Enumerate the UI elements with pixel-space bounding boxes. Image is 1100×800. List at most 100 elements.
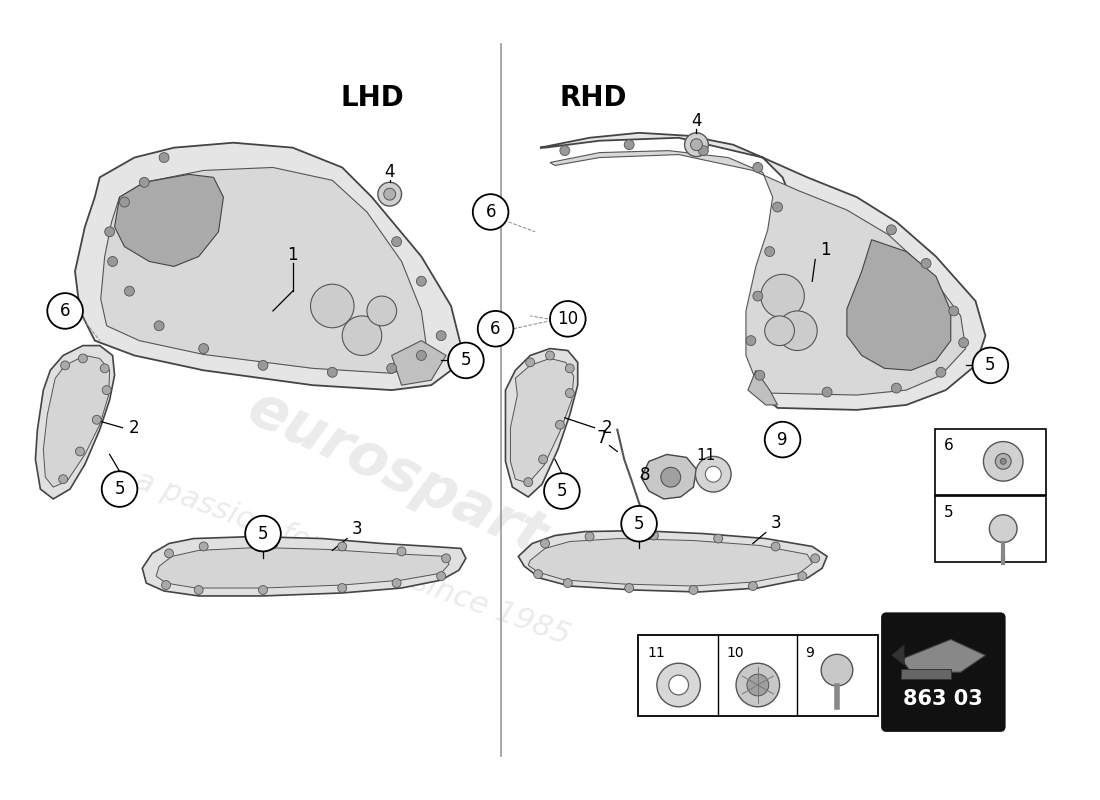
Circle shape xyxy=(669,675,689,695)
Circle shape xyxy=(526,358,535,367)
Circle shape xyxy=(684,133,708,157)
Circle shape xyxy=(448,342,484,378)
Text: 5: 5 xyxy=(257,525,268,542)
Text: 6: 6 xyxy=(491,320,501,338)
Text: 5: 5 xyxy=(986,356,996,374)
Circle shape xyxy=(540,539,550,548)
Text: eurospartes: eurospartes xyxy=(240,379,623,598)
Circle shape xyxy=(565,389,574,398)
Polygon shape xyxy=(540,133,986,410)
Circle shape xyxy=(195,586,204,594)
Circle shape xyxy=(891,383,901,393)
Circle shape xyxy=(550,301,585,337)
Circle shape xyxy=(761,274,804,318)
Circle shape xyxy=(160,153,169,162)
Circle shape xyxy=(746,336,756,346)
Text: 5: 5 xyxy=(944,506,954,520)
Polygon shape xyxy=(43,355,110,487)
Text: 11: 11 xyxy=(647,646,664,660)
Circle shape xyxy=(162,581,170,590)
Polygon shape xyxy=(101,167,427,374)
Polygon shape xyxy=(891,645,904,666)
Circle shape xyxy=(657,663,701,706)
Polygon shape xyxy=(901,669,950,679)
Text: 3: 3 xyxy=(770,514,781,532)
Circle shape xyxy=(367,296,397,326)
Text: 6: 6 xyxy=(944,438,954,453)
Circle shape xyxy=(524,478,532,486)
Circle shape xyxy=(437,330,447,341)
Circle shape xyxy=(338,542,346,551)
Text: 3: 3 xyxy=(352,520,362,538)
Circle shape xyxy=(949,306,959,316)
Text: 10: 10 xyxy=(558,310,579,328)
Circle shape xyxy=(585,532,594,541)
Text: 5: 5 xyxy=(114,480,124,498)
Circle shape xyxy=(108,257,118,266)
Circle shape xyxy=(104,227,114,237)
Polygon shape xyxy=(75,142,461,390)
Circle shape xyxy=(989,514,1018,542)
Circle shape xyxy=(58,474,67,484)
Circle shape xyxy=(477,311,514,346)
Circle shape xyxy=(798,572,806,581)
FancyBboxPatch shape xyxy=(935,429,1046,495)
Text: 8: 8 xyxy=(640,466,650,484)
Circle shape xyxy=(811,554,819,562)
Circle shape xyxy=(1000,458,1006,464)
Circle shape xyxy=(473,194,508,230)
Polygon shape xyxy=(528,538,812,586)
Polygon shape xyxy=(156,547,449,588)
Circle shape xyxy=(393,578,402,587)
Text: RHD: RHD xyxy=(560,84,627,112)
Circle shape xyxy=(959,338,969,347)
Circle shape xyxy=(377,182,402,206)
Polygon shape xyxy=(641,454,696,499)
Circle shape xyxy=(695,457,732,492)
Circle shape xyxy=(100,364,109,373)
Circle shape xyxy=(983,442,1023,481)
Circle shape xyxy=(821,654,852,686)
Circle shape xyxy=(258,586,267,594)
Circle shape xyxy=(338,583,346,593)
Circle shape xyxy=(268,540,277,549)
Circle shape xyxy=(441,554,451,562)
Circle shape xyxy=(747,674,769,696)
Circle shape xyxy=(437,572,446,581)
Circle shape xyxy=(539,455,548,464)
Circle shape xyxy=(624,140,634,150)
FancyBboxPatch shape xyxy=(935,496,1046,562)
Circle shape xyxy=(755,370,764,380)
Circle shape xyxy=(199,343,209,354)
Text: 863 03: 863 03 xyxy=(903,689,982,709)
Circle shape xyxy=(625,583,634,593)
Text: 1: 1 xyxy=(287,246,298,263)
Polygon shape xyxy=(518,530,827,592)
Circle shape xyxy=(771,542,780,551)
Text: 5: 5 xyxy=(634,514,645,533)
Circle shape xyxy=(921,258,931,268)
Circle shape xyxy=(76,447,85,456)
Text: 6: 6 xyxy=(485,203,496,221)
Circle shape xyxy=(165,549,174,558)
Circle shape xyxy=(563,578,572,587)
Text: 10: 10 xyxy=(726,646,744,660)
Polygon shape xyxy=(35,346,114,499)
Circle shape xyxy=(140,178,150,187)
Text: 5: 5 xyxy=(557,482,568,500)
Text: a passion for parts since 1985: a passion for parts since 1985 xyxy=(131,466,573,650)
Circle shape xyxy=(972,347,1009,383)
Circle shape xyxy=(936,367,946,378)
Text: 7: 7 xyxy=(596,429,607,446)
Circle shape xyxy=(778,311,817,350)
Polygon shape xyxy=(510,358,574,483)
Polygon shape xyxy=(550,150,966,395)
Text: 9: 9 xyxy=(778,430,788,449)
Text: 9: 9 xyxy=(805,646,814,660)
Circle shape xyxy=(310,284,354,328)
Circle shape xyxy=(752,291,762,301)
Circle shape xyxy=(60,361,69,370)
Circle shape xyxy=(78,354,87,363)
Circle shape xyxy=(245,516,280,551)
Polygon shape xyxy=(748,370,778,405)
